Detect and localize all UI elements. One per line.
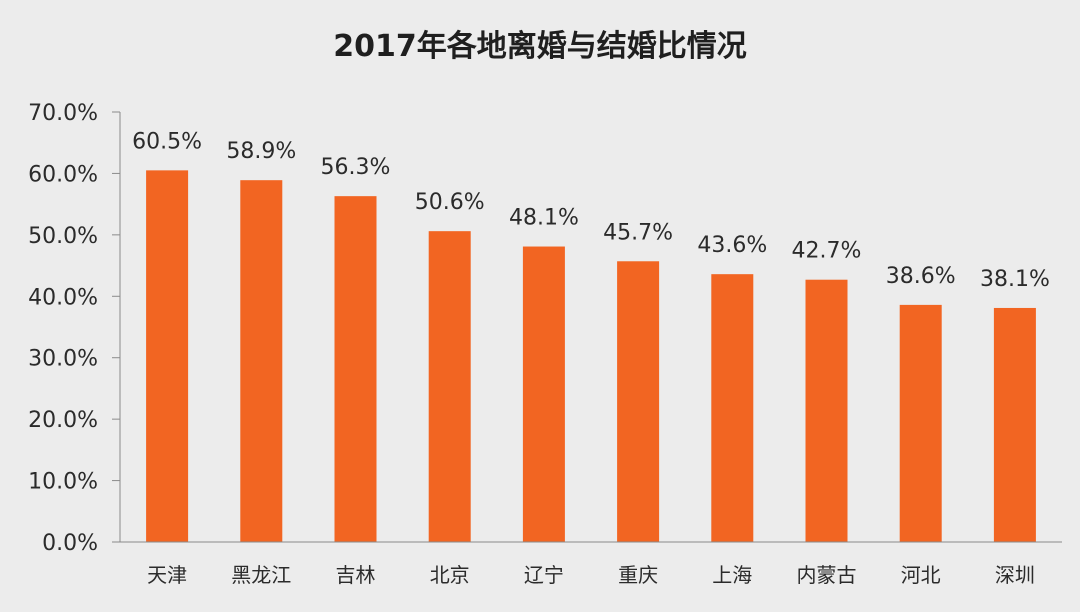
- y-tick-label: 60.0%: [28, 162, 98, 187]
- x-tick-label: 辽宁: [524, 563, 564, 587]
- data-label: 50.6%: [415, 190, 485, 215]
- data-label: 38.1%: [980, 267, 1050, 292]
- bar: [993, 307, 1036, 542]
- bars: [146, 170, 1036, 542]
- data-label: 43.6%: [697, 233, 767, 258]
- data-label: 45.7%: [603, 220, 673, 245]
- bar: [334, 196, 377, 542]
- x-tick-label: 天津: [147, 563, 187, 587]
- x-tick-label: 深圳: [995, 563, 1035, 587]
- x-tick-label: 河北: [901, 563, 941, 587]
- y-axis: 0.0% 10.0% 20.0% 30.0% 40.0% 50.0% 60.0% 70.0%: [28, 101, 121, 556]
- bar: [522, 246, 565, 542]
- chart-title: 2017年各地离婚与结婚比情况: [333, 29, 747, 64]
- bar: [240, 180, 283, 542]
- data-label: 60.5%: [132, 129, 202, 154]
- bar: [146, 170, 189, 542]
- x-tick-label: 北京: [430, 563, 470, 587]
- x-tick-label: 黑龙江: [231, 563, 291, 587]
- x-tick-label: 上海: [712, 563, 752, 587]
- bar: [617, 261, 660, 542]
- x-tick-label: 内蒙古: [797, 563, 857, 587]
- x-tick-label: 吉林: [336, 563, 376, 587]
- data-label: 56.3%: [321, 155, 391, 180]
- x-axis: 天津 黑龙江 吉林 北京 辽宁 重庆 上海 内蒙古 河北 深圳: [120, 541, 1062, 587]
- data-label: 48.1%: [509, 206, 579, 231]
- y-tick-label: 30.0%: [28, 347, 98, 372]
- data-label: 42.7%: [792, 239, 862, 264]
- y-tick-label: 40.0%: [28, 285, 98, 310]
- bar: [805, 279, 848, 542]
- bar: [428, 231, 471, 542]
- y-tick-label: 10.0%: [28, 470, 98, 495]
- y-tick-label: 20.0%: [28, 408, 98, 433]
- y-tick-label: 70.0%: [28, 101, 98, 126]
- bar: [711, 274, 754, 542]
- data-labels: 60.5% 58.9% 56.3% 50.6% 48.1% 45.7% 43.6% 42.7%…: [132, 129, 1050, 292]
- y-tick-label: 0.0%: [42, 531, 98, 556]
- y-tick-label: 50.0%: [28, 224, 98, 249]
- data-label: 58.9%: [226, 139, 296, 164]
- bar: [899, 304, 942, 542]
- x-tick-label: 重庆: [618, 563, 658, 587]
- data-label: 38.6%: [886, 264, 956, 289]
